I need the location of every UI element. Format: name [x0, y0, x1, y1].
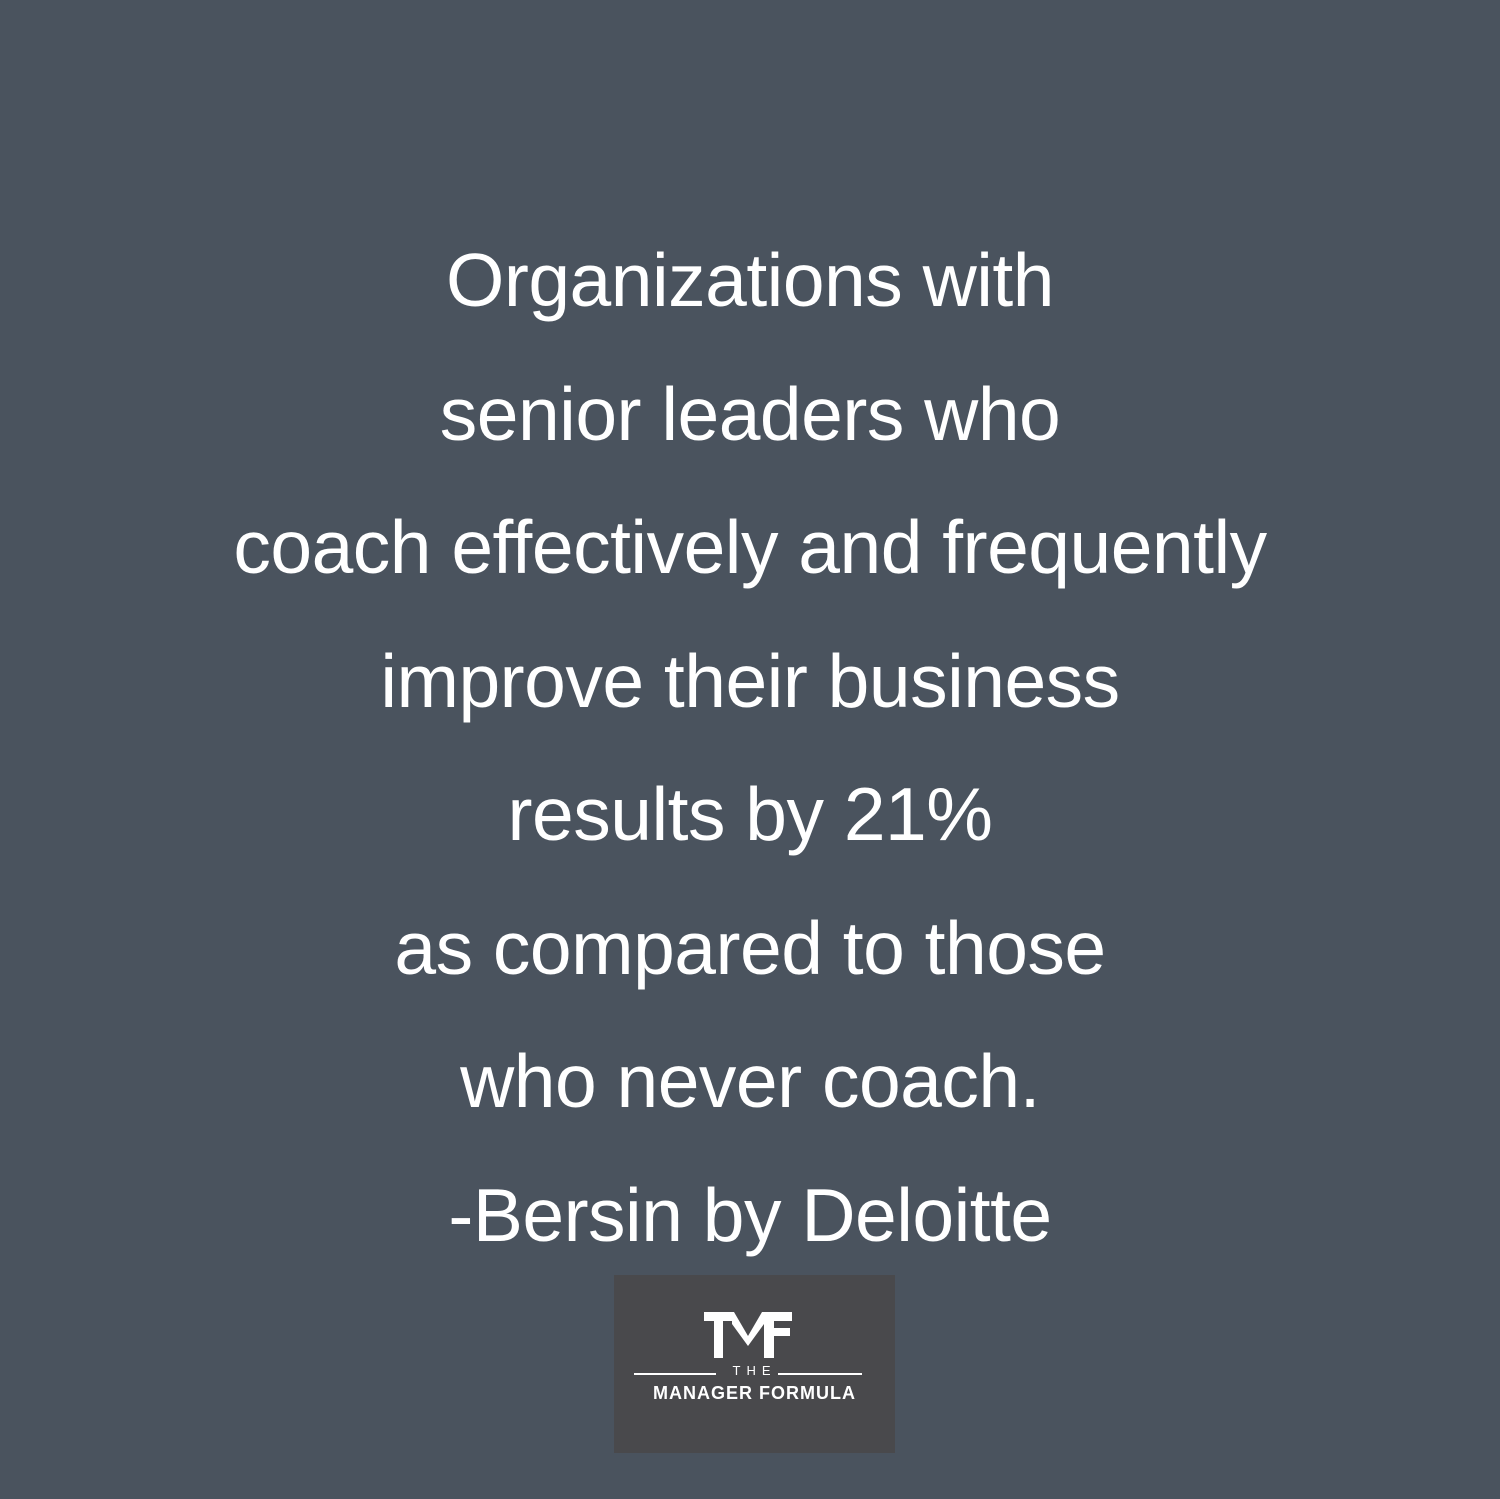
quote-text: Organizations with senior leaders who co…: [0, 214, 1500, 1282]
quote-attribution: -Bersin by Deloitte: [448, 1172, 1052, 1257]
quote-line: who never coach.: [460, 1039, 1040, 1123]
quote-line: senior leaders who: [439, 371, 1061, 456]
divider: [778, 1373, 862, 1375]
quote-line: coach effectively and frequently: [233, 505, 1267, 589]
logo-the: THE: [732, 1363, 777, 1378]
tmf-monogram-icon: [704, 1312, 792, 1358]
divider: [634, 1373, 716, 1375]
quote-line: Organizations with: [446, 238, 1054, 322]
quote-line: results by 21%: [507, 772, 993, 856]
quote-line: improve their business: [380, 638, 1120, 723]
manager-formula-logo: THE MANAGER FORMULA: [614, 1275, 895, 1453]
quote-line: as compared to those: [394, 905, 1106, 990]
logo-name: MANAGER FORMULA: [653, 1383, 856, 1403]
